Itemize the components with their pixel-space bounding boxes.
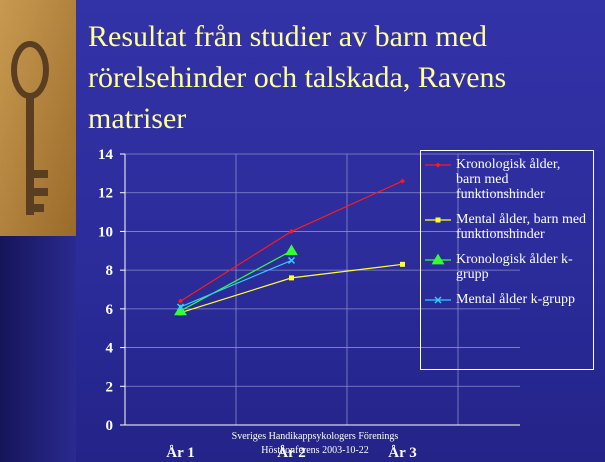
x-tick-label: År 1 <box>166 445 194 461</box>
legend-label: Kronologisk ålder, barn med funktionshin… <box>456 157 587 202</box>
marker <box>432 254 445 265</box>
legend-swatch <box>423 212 453 226</box>
y-tick-label: 0 <box>106 418 114 434</box>
slide: Resultat från studier av barn med rörels… <box>0 0 605 462</box>
y-tick-label: 12 <box>98 186 113 202</box>
marker <box>285 244 298 255</box>
legend-item: Kronologisk ålder k-grupp <box>423 252 587 282</box>
legend: Kronologisk ålder, barn med funktionshin… <box>420 150 594 370</box>
legend-item: Kronologisk ålder, barn med funktionshin… <box>423 157 587 202</box>
y-tick-label: 14 <box>98 147 114 163</box>
series-line <box>181 181 403 301</box>
marker <box>436 218 441 223</box>
y-tick-label: 10 <box>98 224 113 240</box>
legend-swatch <box>423 252 453 266</box>
legend-item: Mental ålder, barn med funktionshinder <box>423 212 587 242</box>
marker <box>400 179 405 184</box>
legend-swatch <box>423 157 453 171</box>
marker <box>436 163 441 168</box>
y-tick-label: 8 <box>106 263 114 279</box>
legend-label: Kronologisk ålder k-grupp <box>456 252 587 282</box>
y-tick-label: 4 <box>106 341 114 357</box>
marker <box>289 275 294 280</box>
y-tick-label: 2 <box>106 379 114 395</box>
legend-label: Mental ålder k-grupp <box>456 292 575 307</box>
footer: Sveriges Handikappsykologers Förenings H… <box>225 430 405 458</box>
series-line <box>181 264 403 312</box>
y-tick-label: 6 <box>106 302 114 318</box>
marker <box>289 257 295 263</box>
legend-swatch <box>423 292 453 306</box>
legend-label: Mental ålder, barn med funktionshinder <box>456 212 587 242</box>
legend-item: Mental ålder k-grupp <box>423 292 587 307</box>
marker <box>400 262 405 267</box>
